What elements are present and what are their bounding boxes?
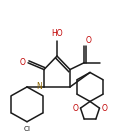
Text: Cl: Cl — [24, 126, 31, 132]
Text: O: O — [86, 36, 92, 45]
Text: O: O — [20, 58, 26, 67]
Text: N: N — [36, 82, 42, 91]
Text: O: O — [102, 104, 107, 113]
Text: HO: HO — [51, 29, 63, 38]
Text: O: O — [73, 104, 79, 113]
